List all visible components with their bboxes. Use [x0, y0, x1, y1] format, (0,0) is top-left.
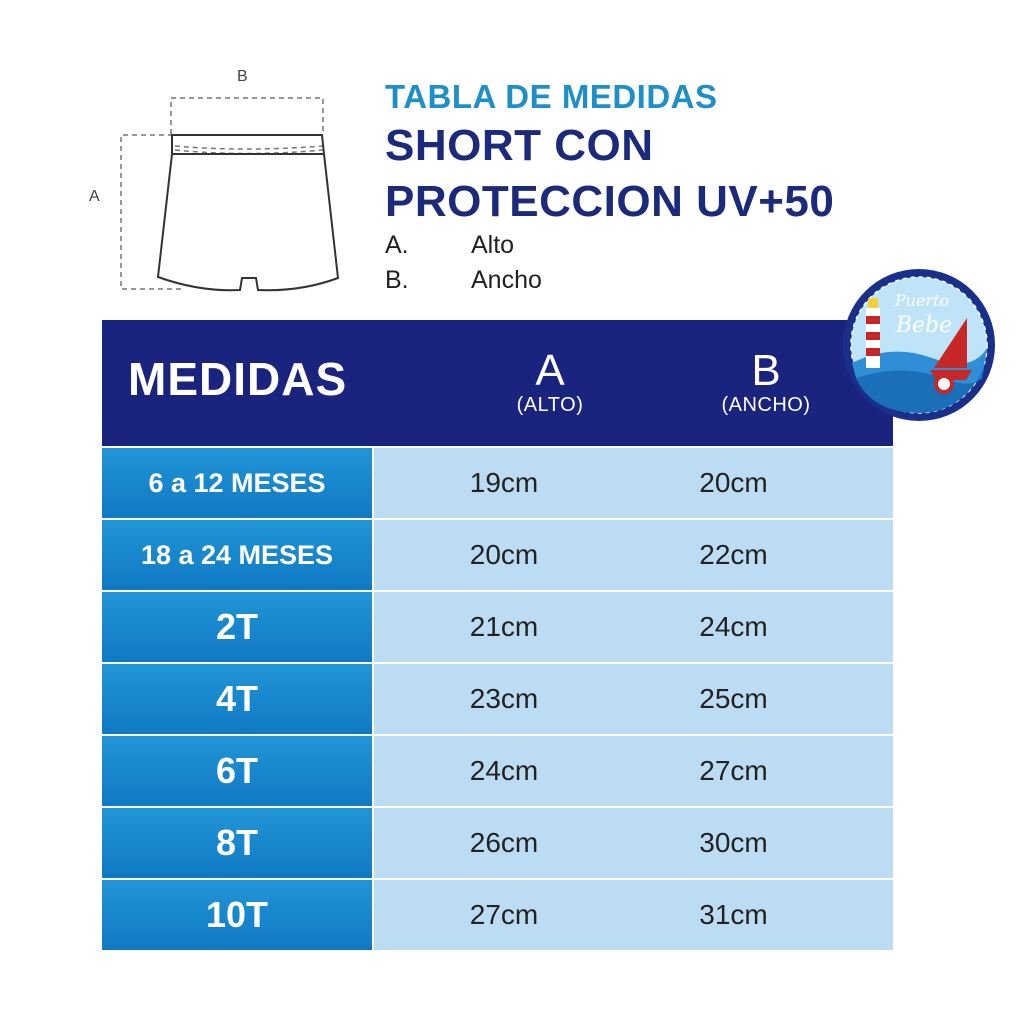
header-col-a: A (ALTO) — [470, 348, 630, 417]
title-line-1: SHORT CON — [385, 121, 654, 170]
col-a-letter: A — [535, 346, 565, 395]
size-cell: 18 a 24 MESES — [102, 520, 372, 590]
shorts-outline-icon — [120, 97, 340, 292]
table-row: 6 a 12 MESES 19cm 20cm — [102, 448, 893, 518]
ancho-cell: 30cm — [634, 808, 893, 878]
header-col-b: B (ANCHO) — [686, 348, 846, 417]
legend-item: A. Alto — [385, 228, 834, 263]
size-table: MEDIDAS A (ALTO) B (ANCHO) 6 a 12 MESES 1… — [102, 320, 893, 950]
puerto-bebe-logo: Puerto Bebe — [842, 268, 996, 422]
size-cell: 6T — [102, 736, 372, 806]
header-medidas: MEDIDAS — [128, 353, 348, 405]
alto-cell: 20cm — [374, 520, 634, 590]
table-row: 10T 27cm 31cm — [102, 880, 893, 950]
alto-cell: 24cm — [374, 736, 634, 806]
legend-item: B. Ancho — [385, 263, 834, 298]
page-title: SHORT CON PROTECCION UV+50 — [385, 118, 834, 230]
shorts-diagram: B A — [80, 60, 360, 300]
size-cell: 6 a 12 MESES — [102, 448, 372, 518]
alto-cell: 21cm — [374, 592, 634, 662]
size-cell: 4T — [102, 664, 372, 734]
legend-key: A. — [385, 231, 409, 259]
diagram-label-b: B — [237, 68, 248, 85]
table-row: 2T 21cm 24cm — [102, 592, 893, 662]
size-cell: 2T — [102, 592, 372, 662]
subtitle: TABLA DE MEDIDAS — [385, 78, 718, 115]
table-row: 4T 23cm 25cm — [102, 664, 893, 734]
alto-cell: 27cm — [374, 880, 634, 950]
col-a-sub: (ALTO) — [516, 394, 584, 416]
ancho-cell: 25cm — [634, 664, 893, 734]
logo-text: Puerto — [894, 291, 949, 310]
alto-cell: 26cm — [374, 808, 634, 878]
title-block: TABLA DE MEDIDAS SHORT CON PROTECCION UV… — [385, 78, 834, 298]
alto-cell: 23cm — [374, 664, 634, 734]
col-b-sub: (ANCHO) — [721, 394, 811, 416]
ancho-cell: 27cm — [634, 736, 893, 806]
legend-key: B. — [385, 266, 409, 294]
svg-text:Bebe: Bebe — [895, 313, 952, 338]
size-cell: 8T — [102, 808, 372, 878]
alto-cell: 19cm — [374, 448, 634, 518]
title-line-2: PROTECCION UV+50 — [385, 177, 835, 226]
legend-value: Ancho — [471, 266, 542, 294]
col-b-letter: B — [751, 346, 781, 395]
ancho-cell: 22cm — [634, 520, 893, 590]
table-row: 18 a 24 MESES 20cm 22cm — [102, 520, 893, 590]
table-header: MEDIDAS A (ALTO) B (ANCHO) — [102, 320, 893, 446]
legend: A. Alto B. Ancho — [385, 228, 834, 298]
ancho-cell: 31cm — [634, 880, 893, 950]
diagram-label-a: A — [89, 188, 100, 205]
size-cell: 10T — [102, 880, 372, 950]
table-row: 6T 24cm 27cm — [102, 736, 893, 806]
ancho-cell: 20cm — [634, 448, 893, 518]
table-row: 8T 26cm 30cm — [102, 808, 893, 878]
ancho-cell: 24cm — [634, 592, 893, 662]
legend-value: Alto — [471, 231, 515, 259]
